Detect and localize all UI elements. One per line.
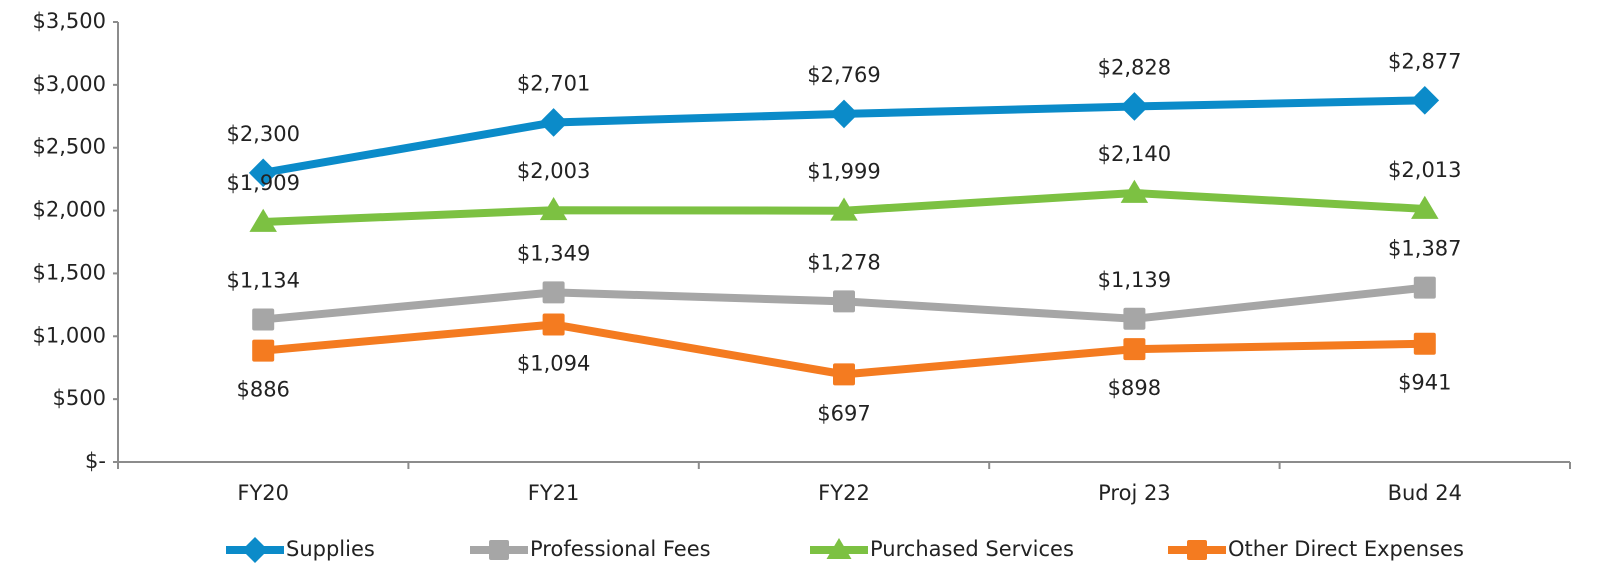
legend-label: Other Direct Expenses (1228, 537, 1464, 561)
data-point (829, 99, 859, 129)
y-tick-label: $1,500 (33, 260, 106, 284)
x-tick-label: Proj 23 (1098, 481, 1171, 505)
data-label: $2,140 (1098, 142, 1171, 166)
legend-label: Professional Fees (530, 537, 711, 561)
data-label: $697 (817, 401, 870, 425)
data-label: $898 (1108, 376, 1161, 400)
data-label: $1,094 (517, 351, 590, 375)
data-point (1120, 92, 1149, 121)
data-point (542, 281, 565, 304)
legend-label: Supplies (286, 537, 375, 561)
data-label: $1,909 (226, 171, 299, 195)
legend-swatch-marker (489, 540, 509, 560)
data-label: $941 (1398, 371, 1451, 395)
legend-swatch-marker (242, 537, 268, 563)
legend-swatch-marker (826, 538, 852, 559)
x-tick-label: FY21 (528, 481, 580, 505)
y-tick-label: $1,000 (33, 323, 106, 347)
data-point (1411, 195, 1439, 219)
data-label: $1,134 (226, 268, 299, 292)
data-label: $2,828 (1098, 55, 1171, 79)
data-label: $2,769 (807, 63, 880, 87)
data-label: $2,300 (226, 122, 299, 146)
data-label: $2,701 (517, 71, 590, 95)
data-label: $886 (236, 378, 289, 402)
data-label: $1,387 (1388, 237, 1461, 261)
data-point (1123, 307, 1146, 330)
x-tick-label: FY20 (237, 481, 289, 505)
data-point (1410, 86, 1440, 115)
data-point (248, 158, 278, 188)
y-tick-label: $3,000 (33, 72, 106, 96)
y-tick-label: $2,000 (33, 198, 106, 222)
y-tick-label: $500 (53, 386, 106, 410)
data-point (249, 208, 277, 232)
y-tick-label: $- (85, 449, 106, 473)
data-point (833, 290, 855, 313)
data-label: $2,877 (1388, 49, 1461, 73)
legend-label: Purchased Services (870, 537, 1074, 561)
data-label: $1,999 (807, 160, 880, 184)
data-point (252, 339, 275, 362)
x-tick-label: FY22 (818, 481, 870, 505)
data-point (252, 308, 275, 331)
legend-swatch-marker (1187, 540, 1207, 560)
data-label: $2,013 (1388, 158, 1461, 182)
y-tick-label: $3,500 (33, 9, 106, 33)
data-point (830, 197, 858, 221)
data-point (1413, 332, 1436, 355)
data-label: $1,278 (807, 250, 880, 274)
data-point (539, 196, 568, 221)
data-label: $1,349 (517, 241, 590, 265)
data-point (833, 363, 855, 386)
data-label: $1,139 (1098, 268, 1171, 292)
data-point (1413, 276, 1436, 299)
data-point (542, 313, 565, 336)
data-point (1123, 338, 1146, 361)
data-label: $2,003 (517, 159, 590, 183)
x-tick-label: Bud 24 (1388, 481, 1462, 505)
data-point (1120, 179, 1149, 203)
y-tick-label: $2,500 (33, 135, 106, 159)
data-point (539, 108, 568, 137)
